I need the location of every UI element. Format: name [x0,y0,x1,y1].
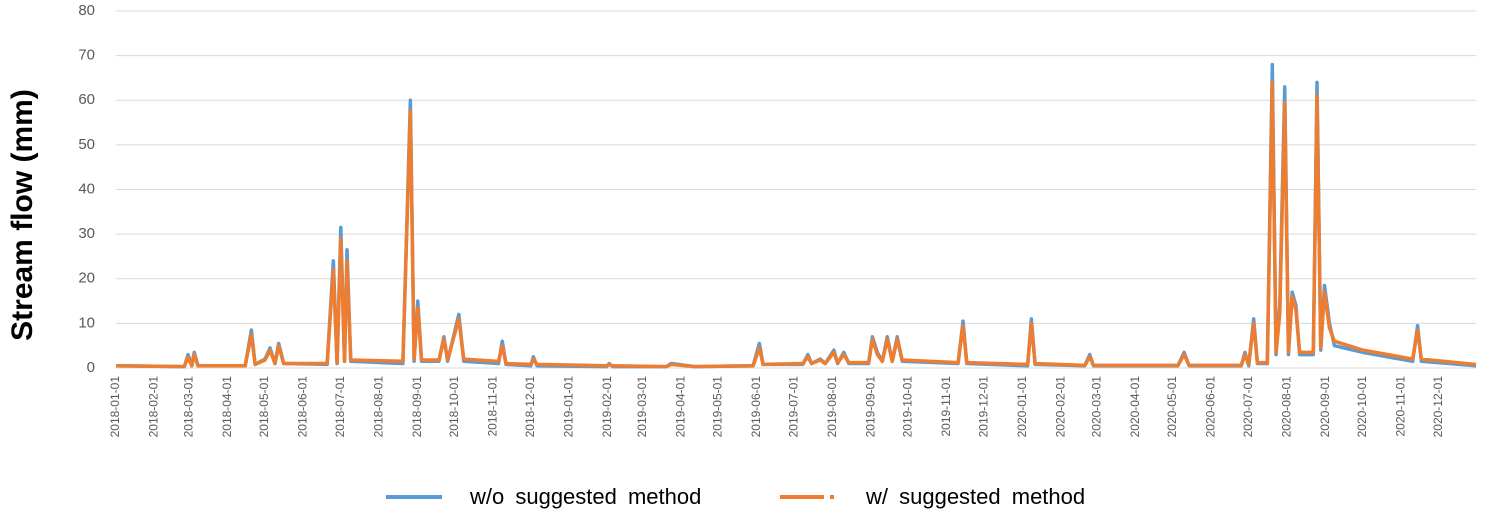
y-tick-label: 70 [78,47,95,64]
x-tick-label: 2019-09-01 [863,376,877,438]
x-tick-label: 2020-05-01 [1165,376,1179,438]
x-tick-label: 2019-02-01 [600,376,614,438]
x-tick-label: 2020-06-01 [1204,376,1218,438]
x-tick-label: 2019-07-01 [786,376,800,438]
x-tick-label: 2018-06-01 [296,376,310,438]
x-tick-label: 2019-12-01 [976,376,990,438]
y-tick-label: 50 [78,136,95,153]
y-axis-label: Stream flow (mm) [6,89,39,341]
x-tick-label: 2019-01-01 [562,376,576,438]
x-tick-label: 2018-05-01 [257,376,271,438]
y-tick-label: 20 [78,270,95,287]
x-tick-label: 2020-12-01 [1431,376,1445,438]
legend-label: w/o suggested method [469,484,701,509]
x-tick-label: 2018-09-01 [410,376,424,438]
x-tick-label: 2019-05-01 [711,376,725,438]
x-tick-label: 2020-01-01 [1015,376,1029,438]
x-tick-label: 2018-01-01 [108,376,122,438]
x-tick-label: 2019-11-01 [939,376,953,437]
x-tick-label: 2018-04-01 [220,376,234,438]
x-tick-label: 2018-07-01 [333,376,347,438]
y-tick-label: 0 [87,359,95,376]
x-tick-label: 2018-03-01 [181,376,195,438]
x-tick-label: 2018-08-01 [371,376,385,438]
y-tick-label: 40 [78,180,95,197]
x-tick-label: 2020-09-01 [1318,376,1332,438]
x-tick-label: 2018-11-01 [486,376,500,437]
x-tick-label: 2020-08-01 [1279,376,1293,438]
x-tick-label: 2020-07-01 [1241,376,1255,438]
x-tick-label: 2019-08-01 [825,376,839,438]
x-tick-label: 2018-10-01 [447,376,461,438]
x-tick-label: 2020-02-01 [1053,376,1067,438]
x-tick-label: 2020-03-01 [1089,376,1103,438]
x-tick-label: 2020-10-01 [1355,376,1369,438]
x-tick-label: 2019-04-01 [673,376,687,438]
x-tick-label: 2019-03-01 [635,376,649,438]
x-tick-label: 2019-10-01 [901,376,915,438]
x-tick-label: 2018-02-01 [147,376,161,438]
x-tick-label: 2020-04-01 [1128,376,1142,438]
legend-label: w/ suggested method [865,484,1085,509]
y-tick-label: 80 [78,2,95,19]
x-tick-label: 2019-06-01 [749,376,763,438]
y-tick-label: 10 [78,314,95,331]
x-tick-label: 2020-11-01 [1394,376,1408,437]
x-tick-label: 2018-12-01 [523,376,537,438]
y-tick-label: 30 [78,225,95,242]
series-line [115,80,1477,369]
y-tick-label: 60 [78,91,95,108]
